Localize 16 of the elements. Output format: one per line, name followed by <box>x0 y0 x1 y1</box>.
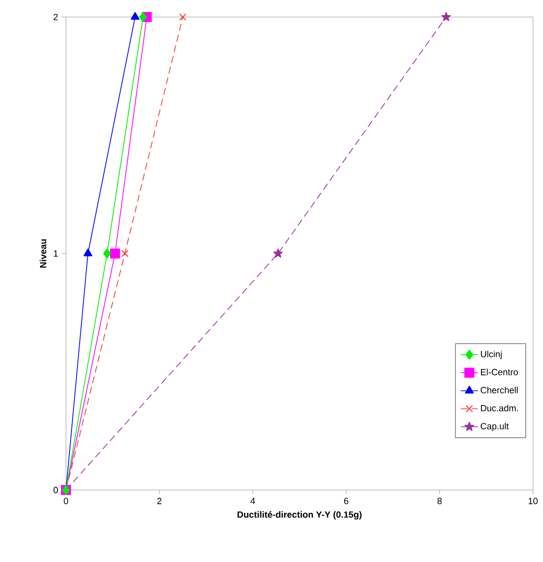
legend-label: Cap.ult <box>480 422 509 432</box>
x-tick-label: 0 <box>64 498 68 504</box>
x-tick-label: 4 <box>250 498 256 504</box>
legend-label: El-Centro <box>481 368 518 376</box>
x-tick-label: 10 <box>528 498 538 504</box>
y-tick-label: 1 <box>54 250 58 257</box>
y-tick-label: 2 <box>54 14 58 20</box>
legend-label: Ulcinj <box>480 350 502 360</box>
y-axis-title: Niveau <box>40 239 46 268</box>
x-tick-label: 6 <box>344 498 348 504</box>
x-axis-title: Ductilité-direction Y-Y (0.15g) <box>238 511 362 520</box>
y-tick-label: 0 <box>54 486 58 494</box>
x-tick-label: 8 <box>437 498 442 504</box>
legend-label: Duc.adm. <box>481 404 518 412</box>
legend-label: Cherchell <box>480 386 518 394</box>
x-tick-label: 2 <box>157 498 162 504</box>
